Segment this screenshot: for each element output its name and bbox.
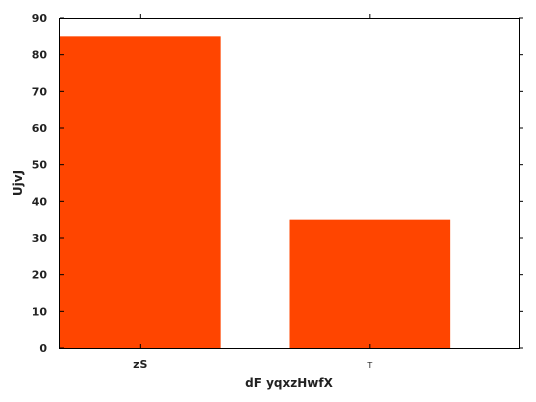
y-tick-label: 20 [32, 269, 48, 282]
y-tick-label: 50 [32, 159, 48, 172]
bars [60, 36, 451, 348]
y-tick-label: 10 [32, 305, 48, 318]
x-axis-title: dF yqxzHwfX [245, 376, 333, 390]
y-tick-label: 90 [32, 12, 48, 25]
x-tick-label: zS [133, 358, 147, 371]
y-axis-title: UjvJ [11, 170, 25, 196]
x-axis: zS T [133, 14, 372, 371]
x-tick-label: T [366, 361, 372, 370]
plot-frame [59, 18, 520, 349]
bar-T [289, 219, 451, 348]
bar-zS [60, 36, 221, 348]
y-tick-label: 40 [32, 195, 48, 208]
y-tick-label: 70 [32, 85, 48, 98]
y-tick-label: 80 [32, 49, 48, 62]
y-tick-label: 30 [32, 232, 48, 245]
y-tick-label: 0 [39, 342, 47, 355]
y-tick-label: 60 [32, 122, 48, 135]
y-axis: 0 10 20 30 40 50 60 70 80 90 [32, 12, 523, 355]
